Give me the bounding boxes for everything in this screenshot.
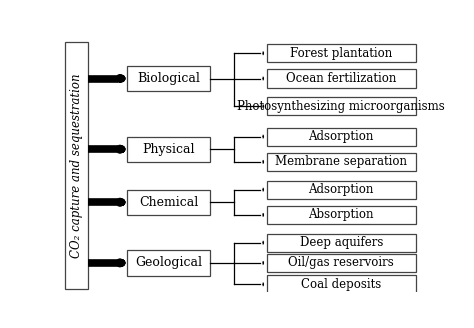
Bar — [267, 44, 416, 62]
Text: Adsorption: Adsorption — [309, 183, 374, 196]
Bar — [267, 206, 416, 224]
Bar — [127, 250, 210, 276]
Text: Physical: Physical — [142, 143, 195, 156]
Bar — [267, 70, 416, 88]
Text: Coal deposits: Coal deposits — [301, 278, 381, 291]
Text: Membrane separation: Membrane separation — [275, 155, 407, 168]
Text: Deep aquifers: Deep aquifers — [300, 236, 383, 249]
Bar — [267, 180, 416, 199]
Text: Photosynthesizing microorganisms: Photosynthesizing microorganisms — [237, 100, 445, 113]
Text: Geological: Geological — [135, 256, 202, 269]
Bar — [267, 128, 416, 146]
Text: Forest plantation: Forest plantation — [290, 47, 392, 60]
Bar — [267, 275, 416, 294]
Bar — [267, 234, 416, 252]
Text: Oil/gas reservoirs: Oil/gas reservoirs — [288, 256, 394, 269]
Bar — [267, 254, 416, 272]
Bar — [267, 97, 416, 115]
Bar — [267, 153, 416, 171]
Text: Adsorption: Adsorption — [309, 130, 374, 143]
Bar — [127, 190, 210, 215]
Bar — [65, 42, 88, 289]
Text: Biological: Biological — [137, 72, 200, 85]
Bar — [127, 66, 210, 91]
Text: CO₂ capture and sequestration: CO₂ capture and sequestration — [70, 73, 82, 258]
Bar — [127, 136, 210, 162]
Text: Absorption: Absorption — [309, 208, 374, 221]
Text: Chemical: Chemical — [139, 196, 198, 209]
Text: Ocean fertilization: Ocean fertilization — [286, 72, 396, 85]
